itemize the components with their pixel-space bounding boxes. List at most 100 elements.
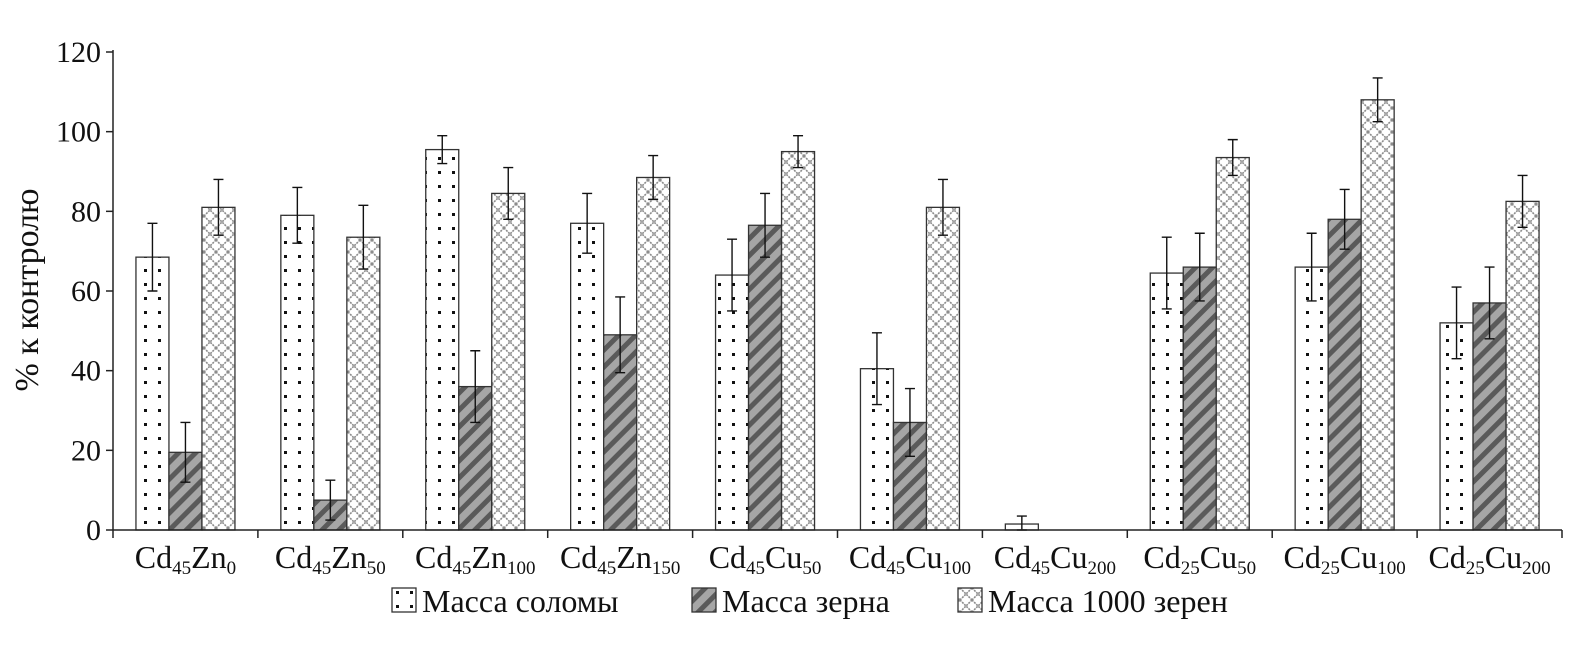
x-category-symbol: Cd [709, 539, 746, 575]
error-bar-series-2-cat-8 [1194, 232, 1205, 302]
x-category-symbol: Zn [616, 539, 652, 575]
bar-series-2-cat-8 [1182, 266, 1217, 531]
x-category-label: Cd45Zn50 [275, 539, 386, 579]
legend: Масса соломы Масса зерна Масса 1000 зерен [391, 583, 1228, 619]
bar-series-3-cat-9 [1360, 99, 1395, 531]
x-category-symbol: Zn [471, 539, 507, 575]
error-bar-series-1-cat-2 [292, 186, 303, 244]
error-bar-series-1-cat-4 [582, 192, 593, 254]
error-bar-series-2-cat-5 [760, 192, 771, 258]
error-bar-series-3-cat-5 [793, 134, 804, 169]
y-tick-label: 100 [56, 116, 101, 149]
error-bar-series-2-cat-1 [180, 421, 191, 483]
y-tick-label: 80 [71, 195, 101, 228]
x-category-subscript: 100 [1377, 558, 1406, 579]
y-tick-label: 0 [86, 514, 101, 547]
error-bar-series-2-cat-4 [615, 296, 626, 374]
x-category-label: Cd45Cu50 [709, 539, 822, 579]
x-category-subscript: 200 [1087, 558, 1116, 579]
x-category-symbol: Cu [905, 539, 942, 575]
x-category-label: Cd25Cu200 [1428, 539, 1550, 579]
error-bar-series-3-cat-1 [213, 178, 224, 236]
x-category-symbol: Cu [1340, 539, 1377, 575]
x-category-symbol: Cd [1284, 539, 1321, 575]
legend-label-series-2: Масса зерна [722, 583, 890, 619]
x-category-subscript: 50 [802, 558, 821, 579]
x-category-label: Cd45Cu200 [994, 539, 1116, 579]
bar-series-2-cat-9 [1327, 218, 1362, 531]
x-category-symbol: Cd [560, 539, 597, 575]
bar-series-3-cat-8 [1215, 156, 1250, 531]
error-bar-series-3-cat-10 [1517, 174, 1528, 228]
bar-series-3-cat-6 [925, 206, 961, 531]
x-category-symbol: Cu [1485, 539, 1522, 575]
x-category-subscript: 45 [1031, 558, 1050, 579]
error-bar-series-3-cat-8 [1227, 138, 1238, 177]
legend-swatch-series-1 [391, 587, 417, 613]
error-bar-series-1-cat-10 [1451, 286, 1462, 360]
error-bar-series-1-cat-9 [1306, 232, 1317, 302]
error-bar-series-3-cat-9 [1372, 77, 1383, 123]
legend-label-series-1: Масса соломы [422, 583, 619, 619]
y-axis-title: % к контролю [9, 188, 46, 391]
legend-label-series-3: Масса 1000 зерен [988, 583, 1228, 619]
error-bar-series-3-cat-2 [358, 204, 369, 270]
x-category-subscript: 50 [1237, 558, 1256, 579]
bar-series-1-cat-2 [280, 214, 315, 531]
x-category-subscript: 200 [1522, 558, 1551, 579]
x-category-symbol: Cu [765, 539, 802, 575]
x-category-subscript: 100 [507, 558, 536, 579]
error-bar-series-2-cat-9 [1339, 188, 1350, 250]
x-category-label: Cd25Cu50 [1143, 539, 1256, 579]
x-category-subscript: 45 [746, 558, 765, 579]
bar-series-3-cat-5 [780, 150, 816, 531]
error-bar-series-1-cat-5 [727, 238, 738, 312]
bar-series-1-cat-1 [135, 256, 170, 531]
error-bar-series-2-cat-6 [904, 387, 915, 458]
bar-series-3-cat-10 [1505, 200, 1540, 531]
x-category-symbol: Cd [1428, 539, 1465, 575]
bar-series-2-cat-10 [1472, 302, 1507, 531]
x-category-subscript: 45 [597, 558, 616, 579]
x-category-subscript: 45 [172, 558, 191, 579]
error-bar-series-3-cat-3 [503, 166, 514, 220]
x-category-symbol: Cd [415, 539, 452, 575]
bar-series-1-cat-5 [714, 274, 750, 531]
bar-series-1-cat-3 [425, 148, 460, 531]
bar-series-3-cat-3 [491, 192, 526, 531]
x-category-subscript: 150 [652, 558, 681, 579]
error-bar-series-2-cat-10 [1484, 266, 1495, 340]
x-category-label: Cd45Zn0 [135, 539, 236, 579]
x-category-subscript: 100 [943, 558, 972, 579]
x-category-label: Cd25Cu100 [1284, 539, 1406, 579]
x-category-subscript: 0 [227, 558, 237, 579]
bar-series-2-cat-5 [747, 224, 783, 531]
error-bar-series-1-cat-3 [437, 134, 448, 165]
error-bar-series-2-cat-2 [325, 479, 336, 521]
y-tick-label: 20 [71, 434, 101, 467]
x-category-subscript: 25 [1466, 558, 1485, 579]
y-tick-label: 120 [56, 36, 101, 69]
x-category-symbol: Cu [1050, 539, 1087, 575]
error-bar-series-1-cat-8 [1161, 236, 1172, 310]
bar-series-3-cat-4 [636, 176, 671, 531]
legend-swatch-series-3 [957, 587, 983, 613]
x-category-symbol: Zn [331, 539, 367, 575]
y-tick-label: 60 [71, 275, 101, 308]
y-tick-label: 40 [71, 355, 101, 388]
bar-series-3-cat-2 [346, 236, 381, 531]
error-bar-series-3-cat-4 [648, 154, 659, 201]
legend-swatch-series-2 [691, 587, 717, 613]
x-category-subscript: 25 [1181, 558, 1200, 579]
error-bar-series-1-cat-1 [147, 222, 158, 292]
x-category-subscript: 25 [1321, 558, 1340, 579]
error-bar-series-3-cat-6 [937, 178, 948, 236]
x-category-subscript: 45 [312, 558, 331, 579]
x-category-symbol: Zn [191, 539, 227, 575]
x-category-symbol: Cd [135, 539, 172, 575]
error-bar-series-2-cat-3 [470, 350, 481, 424]
x-category-label: Cd45Cu100 [849, 539, 971, 579]
x-category-label: Cd45Zn150 [560, 539, 680, 579]
error-bar-series-1-cat-6 [871, 332, 882, 406]
